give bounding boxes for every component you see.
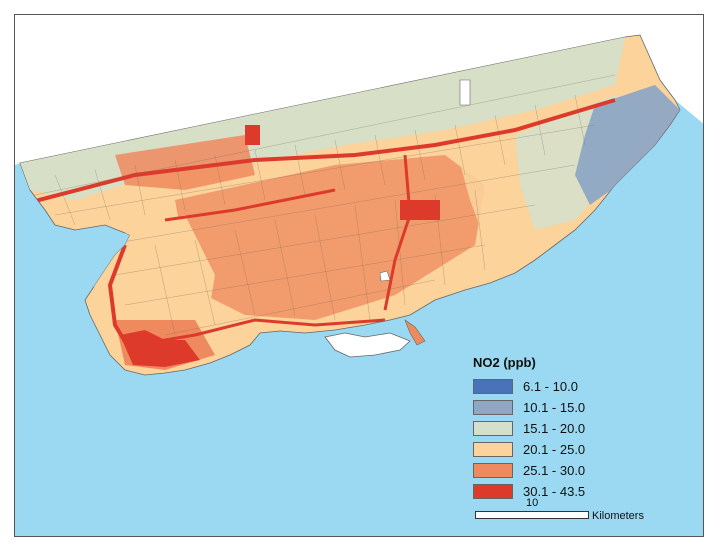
legend-swatch: [473, 421, 513, 436]
highway-427-link: [164, 188, 336, 222]
legend-label: 10.1 - 15.0: [523, 400, 586, 415]
highway-27: [107, 244, 132, 352]
legend-item: 25.1 - 30.0: [473, 460, 673, 481]
legend-label: 15.1 - 20.0: [523, 421, 586, 436]
neighbourhood-boundaries: [34, 74, 616, 336]
legend-swatch: [473, 400, 513, 415]
white-hole-lake: [379, 270, 391, 282]
legend-swatch: [473, 379, 513, 394]
region-north-orange: [115, 135, 255, 190]
leslie-spit: [404, 319, 426, 346]
scale-bar: 10 Kilometers: [475, 497, 675, 527]
legend-item: 15.1 - 20.0: [473, 418, 673, 439]
legend-item: 6.1 - 10.0: [473, 376, 673, 397]
region-northeast-blue: [575, 85, 680, 205]
legend-label: 30.1 - 43.5: [523, 484, 586, 499]
hotspot-north: [245, 125, 260, 145]
highway-401: [20, 98, 616, 207]
highway-gardiner: [134, 318, 386, 347]
legend-label: 25.1 - 30.0: [523, 463, 586, 478]
choropleth-map: [15, 15, 703, 536]
scale-bar-graphic: [475, 511, 589, 519]
legend-swatch: [473, 463, 513, 478]
legend-item: 20.1 - 25.0: [473, 439, 673, 460]
scale-value: 10: [526, 497, 539, 509]
water-top-left: [15, 15, 703, 165]
toronto-islands: [324, 332, 411, 358]
legend-item: 30.1 - 43.5: [473, 481, 673, 502]
white-hole-north: [459, 79, 471, 106]
hotspot-central: [400, 200, 440, 220]
highway-dvp: [383, 154, 412, 311]
legend-title: NO2 (ppb): [473, 355, 536, 370]
legend: NO2 (ppb) 6.1 - 10.0 10.1 - 15.0 15.1 - …: [473, 355, 673, 502]
legend-item: 10.1 - 15.0: [473, 397, 673, 418]
scale-unit: Kilometers: [592, 510, 644, 522]
map-frame: NO2 (ppb) 6.1 - 10.0 10.1 - 15.0 15.1 - …: [14, 14, 704, 537]
legend-swatch: [473, 484, 513, 499]
region-west-red: [120, 330, 200, 367]
legend-label: 20.1 - 25.0: [523, 442, 586, 457]
legend-swatch: [473, 442, 513, 457]
legend-label: 6.1 - 10.0: [523, 379, 578, 394]
